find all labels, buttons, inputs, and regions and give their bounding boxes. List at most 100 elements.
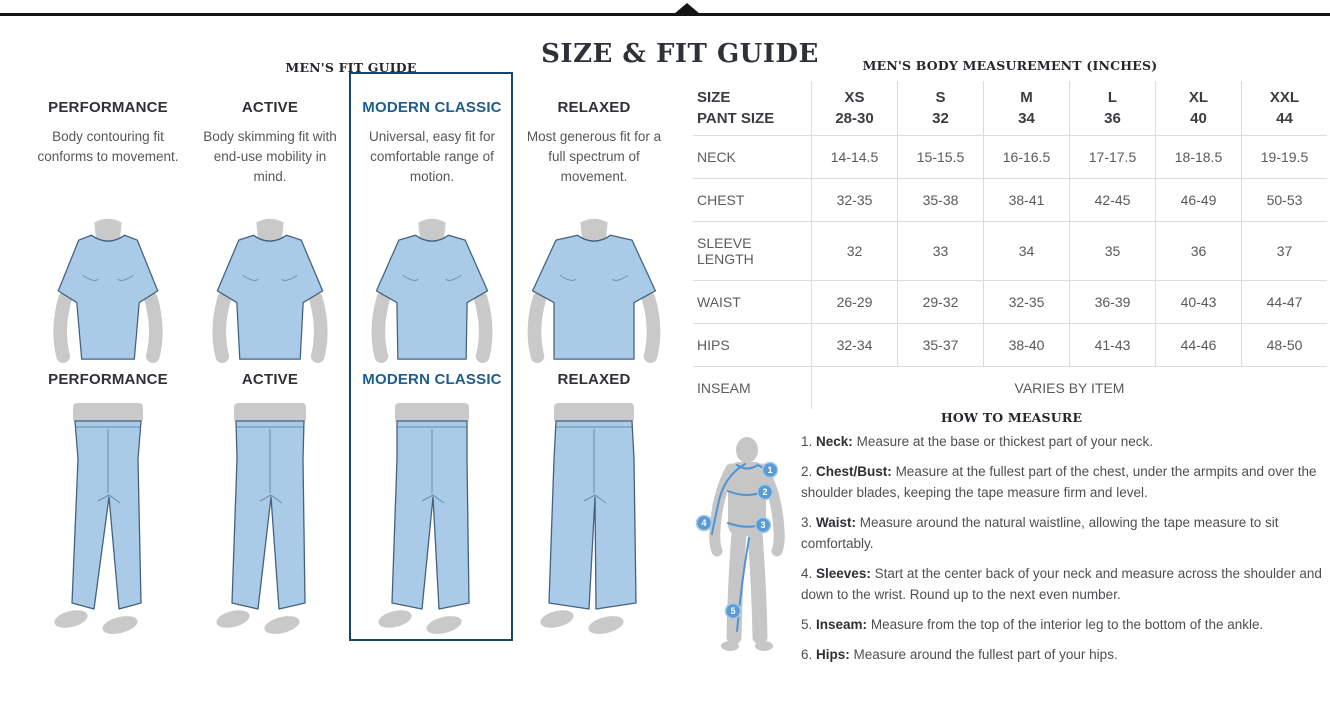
pants-illustration (378, 403, 470, 634)
pant-size-label: PANT SIZE (697, 110, 775, 127)
fit-columns: PERFORMANCE Body contouring fit conforms… (27, 85, 675, 649)
pant-size-value: 44 (1276, 110, 1293, 127)
measure-step: 2. Chest/Bust: Measure at the fullest pa… (801, 461, 1328, 503)
size-code: XL (1188, 89, 1209, 106)
measurement-value: 42-45 (1069, 179, 1155, 221)
row-label: CHEST (697, 192, 745, 208)
step-term: Neck: (816, 434, 853, 449)
step-number: 3. (801, 515, 813, 530)
measurement-value: 32-35 (983, 281, 1069, 323)
measurement-value: 29-32 (897, 281, 983, 323)
top-divider-bar (0, 13, 1330, 16)
size-column-header: S 32 (897, 81, 983, 135)
fit-column[interactable]: MODERN CLASSIC Universal, easy fit for c… (351, 85, 513, 649)
measurement-value: 44-47 (1241, 281, 1327, 323)
fit-column[interactable]: RELAXED Most generous fit for a full spe… (513, 85, 675, 649)
fit-pant-name-label: RELAXED (557, 371, 631, 388)
size-label: SIZE (697, 89, 731, 106)
fit-column[interactable]: ACTIVE Body skimming fit with end-use mo… (189, 85, 351, 649)
measurement-value: 36-39 (1069, 281, 1155, 323)
row-label: WAIST (697, 294, 741, 310)
step-text: Measure from the top of the interior leg… (870, 617, 1264, 632)
step-term: Hips: (816, 647, 850, 662)
measurement-table-heading: MEN'S BODY MEASUREMENT (INCHES) (862, 58, 1158, 73)
fit-pant-name-label: MODERN CLASSIC (362, 371, 502, 388)
step-number: 1. (801, 434, 813, 449)
fit-description: Most generous fit for a full spectrum of… (526, 129, 662, 184)
figure-marker-badge: 2 (756, 483, 774, 501)
measure-step: 5. Inseam: Measure from the top of the i… (801, 614, 1328, 635)
measurement-value: 35-37 (897, 324, 983, 366)
step-text: Measure around the fullest part of your … (853, 647, 1118, 662)
size-header-cell: SIZE PANT SIZE (693, 81, 811, 135)
fit-pant-name-label: ACTIVE (241, 371, 299, 388)
step-term: Sleeves: (816, 566, 871, 581)
shirt-illustration (212, 218, 328, 363)
measurement-value: 34 (983, 222, 1069, 280)
svg-text:2: 2 (762, 487, 767, 497)
pant-size-value: 34 (1018, 110, 1035, 127)
size-column-header: L 36 (1069, 81, 1155, 135)
step-number: 2. (801, 464, 813, 479)
step-text: Measure at the fullest part of the chest… (801, 464, 1317, 500)
measurement-value: 40-43 (1155, 281, 1241, 323)
measurement-value: 17-17.5 (1069, 136, 1155, 178)
row-label: NECK (697, 149, 736, 165)
svg-text:4: 4 (701, 518, 706, 528)
mens-fit-guide-section: MEN'S FIT GUIDE PERFORMANCE Body contour… (27, 60, 675, 649)
how-to-measure-heading: HOW TO MEASURE (940, 410, 1083, 425)
body-measurement-section: MEN'S BODY MEASUREMENT (INCHES) SIZE PAN… (693, 58, 1327, 409)
measurement-figure-illustration: 1 2 3 4 5 (695, 437, 785, 651)
measurement-value: 18-18.5 (1155, 136, 1241, 178)
step-term: Waist: (816, 515, 857, 530)
figure-marker-badge: 4 (695, 514, 713, 532)
page-title: SIZE & FIT GUIDE (541, 39, 819, 70)
size-code: S (935, 89, 946, 106)
fit-column[interactable]: PERFORMANCE Body contouring fit conforms… (27, 85, 189, 649)
figure-marker-badge: 3 (754, 516, 772, 534)
measurement-value: 36 (1155, 222, 1241, 280)
row-label: SLEEVE LENGTH (697, 235, 754, 267)
row-label: INSEAM (697, 380, 751, 396)
measure-step: 6. Hips: Measure around the fullest part… (801, 644, 1328, 665)
measurement-value: 37 (1241, 222, 1327, 280)
shirt-illustration (53, 218, 163, 363)
pant-size-value: 36 (1104, 110, 1121, 127)
size-code: XXL (1269, 89, 1300, 106)
measurement-value: 50-53 (1241, 179, 1327, 221)
measurement-value: 14-14.5 (811, 136, 897, 178)
measurement-value: 48-50 (1241, 324, 1327, 366)
measurement-value: 38-41 (983, 179, 1069, 221)
measurement-value: 15-15.5 (897, 136, 983, 178)
pants-illustration (540, 403, 637, 634)
measurement-value: 32-34 (811, 324, 897, 366)
fit-pant-name-label: PERFORMANCE (48, 371, 168, 388)
measurement-table: SIZE PANT SIZE XS 28-30 S 32 M 34 L 36 XL 40 X… (693, 81, 1327, 409)
nav-pointer-triangle-icon (674, 3, 700, 14)
fit-name-label: RELAXED (557, 99, 631, 116)
step-term: Chest/Bust: (816, 464, 892, 479)
size-column-header: XL 40 (1155, 81, 1241, 135)
size-code: L (1107, 89, 1118, 106)
pants-illustration (216, 403, 306, 634)
size-code: M (1020, 89, 1033, 106)
figure-marker-badge: 5 (724, 602, 742, 620)
svg-text:3: 3 (760, 520, 765, 530)
measure-step: 1. Neck: Measure at the base or thickest… (801, 431, 1328, 452)
size-column-header: XS 28-30 (811, 81, 897, 135)
step-number: 4. (801, 566, 813, 581)
fit-name-label: MODERN CLASSIC (362, 99, 502, 116)
pant-size-value: 32 (932, 110, 949, 127)
table-header-row: SIZE PANT SIZE XS 28-30 S 32 M 34 L 36 XL 40 X… (693, 81, 1327, 136)
svg-text:1: 1 (767, 465, 772, 475)
step-text: Measure at the base or thickest part of … (856, 434, 1153, 449)
how-to-measure-steps: 1. Neck: Measure at the base or thickest… (799, 431, 1328, 674)
size-column-header: XXL 44 (1241, 81, 1327, 135)
size-code: XS (844, 89, 865, 106)
measure-step: 3. Waist: Measure around the natural wai… (801, 512, 1328, 554)
fit-name-label: ACTIVE (241, 99, 299, 116)
table-row: SLEEVE LENGTH 32 33 34 35 36 37 (693, 222, 1327, 281)
modern-classic-highlight-box (349, 72, 513, 641)
step-text: Measure around the natural waistline, al… (801, 515, 1279, 551)
row-label: HIPS (697, 337, 730, 353)
